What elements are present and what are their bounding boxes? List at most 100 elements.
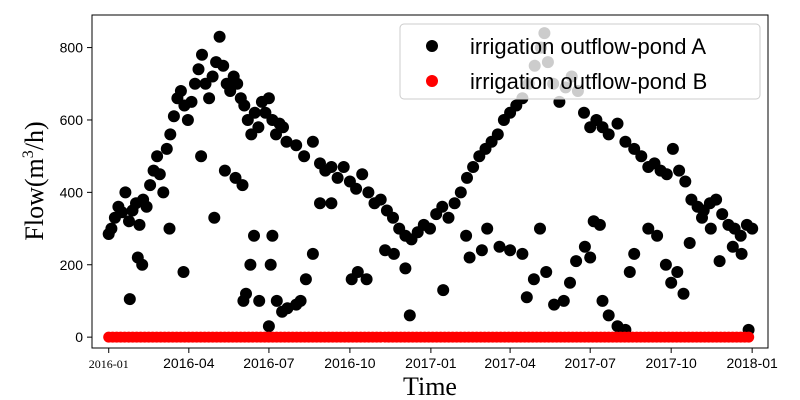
- data-point-pond-a: [350, 182, 363, 195]
- data-point-pond-a: [619, 135, 632, 148]
- data-point-pond-a: [325, 197, 338, 210]
- data-point-pond-a: [716, 208, 729, 221]
- data-point-pond-a: [660, 168, 673, 181]
- data-point-pond-a: [578, 240, 591, 253]
- data-point-pond-a: [136, 258, 149, 271]
- data-point-pond-a: [557, 294, 570, 307]
- data-point-pond-a: [710, 193, 723, 206]
- data-point-pond-a: [504, 244, 517, 257]
- data-point-pond-a: [642, 222, 655, 235]
- data-point-pond-a: [403, 309, 416, 322]
- data-point-pond-a: [713, 255, 726, 268]
- data-point-pond-a: [253, 294, 266, 307]
- data-point-pond-a: [734, 229, 747, 242]
- data-point-pond-a: [163, 222, 176, 235]
- x-axis-title: Time: [403, 372, 457, 400]
- chart-marks: [102, 27, 759, 343]
- data-point-pond-a: [192, 63, 205, 76]
- data-point-pond-a: [659, 258, 672, 271]
- x-tick-label: 2017-04: [484, 355, 536, 371]
- data-point-pond-a: [181, 114, 194, 126]
- data-point-pond-a: [299, 273, 312, 286]
- data-point-pond-a: [735, 247, 748, 260]
- data-point-pond-a: [196, 48, 208, 61]
- data-point-pond-a: [493, 240, 506, 253]
- x-tick-label: 2017-01: [405, 355, 457, 371]
- data-point-pond-a: [160, 142, 173, 155]
- data-point-pond-a: [463, 251, 476, 264]
- data-point-pond-a: [726, 240, 739, 253]
- data-point-pond-a: [540, 266, 553, 278]
- data-point-pond-a: [677, 287, 690, 300]
- data-point-pond-a: [516, 247, 529, 260]
- legend-box: [399, 23, 761, 100]
- y-axis-title-main: Flow(m: [20, 158, 49, 240]
- data-point-pond-a: [115, 206, 128, 219]
- data-point-pond-a: [262, 320, 275, 333]
- data-point-pond-a: [666, 142, 679, 155]
- data-point-pond-a: [206, 70, 219, 83]
- data-point-pond-a: [208, 211, 221, 224]
- y-axis-title-sup: 3: [20, 150, 37, 158]
- data-point-pond-a: [218, 164, 231, 177]
- data-point-pond-a: [671, 266, 684, 278]
- data-point-pond-a: [177, 266, 190, 278]
- data-point-pond-a: [628, 247, 641, 260]
- data-point-pond-a: [123, 293, 136, 306]
- data-point-pond-a: [611, 117, 624, 130]
- data-point-pond-a: [424, 222, 436, 235]
- legend-label-pond-a: irrigation outflow-pond A: [470, 34, 706, 59]
- data-point-pond-a: [119, 186, 132, 199]
- y-axis-title: Flow(m3/h): [20, 121, 49, 240]
- data-point-pond-a: [105, 222, 118, 235]
- data-point-pond-a: [746, 222, 759, 235]
- data-point-pond-a: [167, 110, 180, 123]
- data-point-pond-a: [570, 255, 583, 268]
- data-point-pond-a: [240, 287, 252, 300]
- data-point-pond-a: [387, 211, 399, 224]
- data-point-pond-a: [153, 168, 166, 181]
- data-point-pond-a: [140, 200, 153, 213]
- x-tick-label: 2016-07: [243, 355, 295, 371]
- data-point-pond-a: [195, 150, 208, 163]
- data-point-pond-a: [164, 128, 177, 141]
- y-axis-title-suffix: /h): [20, 121, 49, 150]
- data-point-pond-a: [290, 139, 303, 152]
- legend-label-pond-b: irrigation outflow-pond B: [470, 69, 707, 94]
- data-point-pond-a: [298, 150, 311, 163]
- data-point-pond-a: [262, 92, 275, 105]
- data-point-pond-a: [467, 161, 480, 173]
- legend: irrigation outflow-pond A irrigation out…: [399, 23, 761, 100]
- data-point-pond-a: [231, 77, 244, 90]
- data-point-pond-a: [481, 222, 494, 235]
- y-tick-label: 0: [75, 329, 83, 345]
- data-point-pond-a: [266, 229, 279, 242]
- data-point-pond-a: [635, 150, 648, 163]
- data-point-pond-a: [244, 258, 257, 271]
- data-point-pond-a: [454, 186, 467, 199]
- data-point-pond-a: [280, 135, 293, 148]
- data-point-pond-a: [277, 121, 289, 134]
- data-point-pond-a: [185, 95, 198, 108]
- x-tick-label: 2017-07: [565, 355, 617, 371]
- x-tick-label: 2016-10: [324, 355, 376, 371]
- data-point-pond-a: [203, 92, 216, 105]
- data-point-pond-a: [387, 247, 400, 260]
- y-tick-label: 800: [60, 40, 84, 56]
- x-tick-label: 2017-10: [645, 355, 697, 371]
- data-point-pond-a: [593, 218, 606, 231]
- data-point-pond-a: [564, 276, 576, 289]
- data-point-pond-a: [683, 237, 696, 249]
- data-point-pond-a: [248, 106, 261, 119]
- data-point-pond-a: [584, 251, 597, 264]
- data-point-pond-a: [264, 258, 277, 271]
- data-point-pond-a: [325, 161, 338, 173]
- legend-marker-pond-a: [426, 40, 438, 52]
- data-point-pond-a: [151, 150, 164, 163]
- x-tick-label: 2016-04: [163, 355, 215, 371]
- y-tick-label: 400: [60, 184, 84, 200]
- data-point-pond-a: [213, 30, 226, 43]
- data-point-pond-a: [238, 99, 251, 112]
- data-point-pond-a: [679, 175, 692, 188]
